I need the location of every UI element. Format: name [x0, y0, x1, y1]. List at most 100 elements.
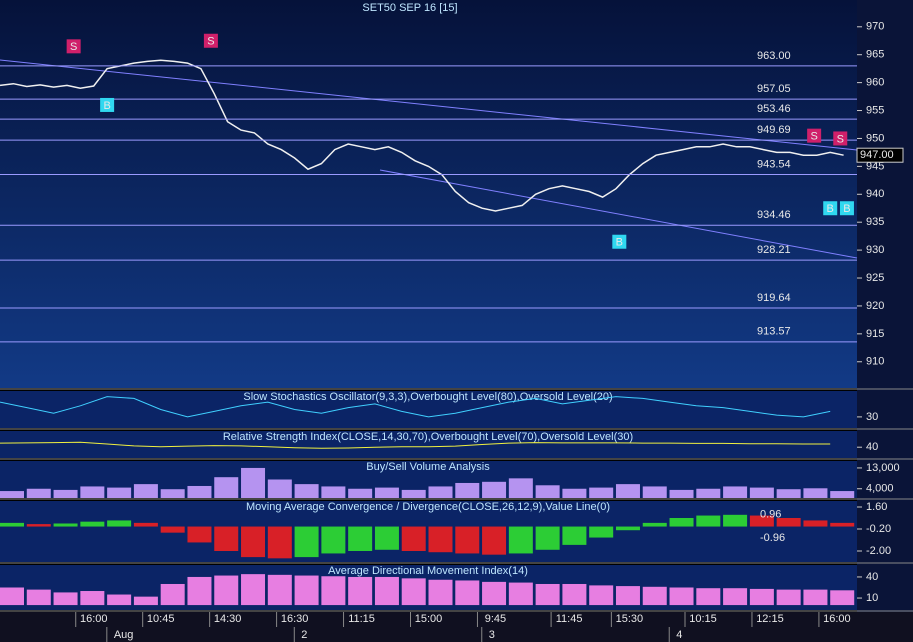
price-panel — [0, 0, 857, 388]
x-tick-label: 9:45 — [485, 613, 506, 625]
bar — [294, 526, 319, 558]
bar — [80, 521, 105, 527]
date-label: 3 — [489, 629, 495, 641]
date-label: 2 — [301, 629, 307, 641]
bar — [428, 579, 453, 606]
bar — [0, 587, 24, 606]
bar — [482, 481, 507, 498]
bar — [803, 589, 828, 606]
bar — [669, 517, 694, 527]
bar — [562, 488, 587, 498]
y-tick-label: 950 — [866, 132, 884, 144]
bar — [214, 575, 239, 606]
bar — [241, 467, 266, 498]
bar — [508, 478, 533, 498]
y-tick-label: 40 — [866, 441, 878, 453]
indicator-panel — [0, 431, 857, 458]
bar — [187, 526, 212, 543]
bar — [615, 484, 640, 498]
bar — [508, 526, 533, 554]
bar — [696, 515, 721, 527]
bar — [133, 596, 158, 606]
level-label: 953.46 — [757, 103, 791, 115]
level-label: 943.54 — [757, 158, 791, 170]
bar — [830, 491, 855, 498]
date-label: Aug — [114, 629, 134, 641]
x-tick-label: 14:30 — [214, 613, 242, 625]
bar — [776, 489, 801, 498]
bar — [133, 484, 158, 498]
bar — [294, 575, 319, 606]
annotation: -0.96 — [760, 532, 785, 544]
y-tick-label: 920 — [866, 300, 884, 312]
signal-marker — [66, 39, 81, 54]
bar — [589, 526, 614, 538]
bar — [374, 576, 399, 606]
bar — [428, 526, 453, 553]
signal-label: B — [827, 203, 834, 215]
bar — [241, 574, 266, 606]
y-tick-label: 930 — [866, 244, 884, 256]
bar — [562, 583, 587, 606]
bar — [535, 485, 560, 498]
bar — [803, 520, 828, 527]
y-tick-label: 10 — [866, 592, 878, 604]
bar — [348, 526, 373, 551]
bar — [723, 514, 748, 527]
bar — [214, 477, 239, 498]
series-line — [0, 441, 831, 449]
annotation: 0.96 — [760, 509, 781, 521]
y-tick-label: 13,000 — [866, 462, 900, 474]
bar — [160, 526, 185, 533]
signal-label: B — [616, 237, 623, 249]
bar — [535, 583, 560, 606]
bar — [53, 523, 78, 527]
bar — [401, 489, 426, 498]
bar — [401, 578, 426, 606]
bar — [348, 576, 373, 606]
y-tick-label: 940 — [866, 188, 884, 200]
bar — [133, 522, 158, 527]
level-label: 928.21 — [757, 244, 791, 256]
bar — [26, 524, 51, 527]
bar — [53, 489, 78, 498]
bar — [187, 576, 212, 606]
x-tick-label: 11:15 — [348, 613, 375, 625]
bar — [830, 522, 855, 527]
indicator-panel — [0, 391, 857, 428]
bar — [615, 586, 640, 606]
last-price-box — [856, 147, 904, 163]
bar — [749, 515, 774, 527]
bar — [348, 488, 373, 498]
bar — [669, 587, 694, 606]
bar — [535, 526, 560, 550]
bar — [160, 489, 185, 498]
bar — [374, 487, 399, 498]
bar — [455, 526, 480, 554]
signal-marker — [823, 201, 838, 216]
bar — [107, 520, 132, 527]
bar — [26, 488, 51, 498]
bar — [160, 583, 185, 606]
x-tick-label: 10:45 — [147, 613, 175, 625]
signal-label: B — [103, 100, 110, 112]
x-tick-label: 15:30 — [616, 613, 644, 625]
date-label: 4 — [676, 629, 682, 641]
y-tick-label: -2.00 — [866, 545, 891, 557]
bar — [374, 526, 399, 550]
bar — [80, 486, 105, 498]
panel-title: Slow Stochastics Oscillator(9,3,3),Overb… — [243, 391, 612, 403]
bar — [642, 522, 667, 527]
x-tick-label: 16:00 — [80, 613, 108, 625]
bar — [482, 581, 507, 606]
signal-label: B — [843, 203, 850, 215]
trend-line — [379, 169, 858, 259]
bar — [0, 491, 24, 498]
bar — [749, 588, 774, 606]
y-tick-label: 960 — [866, 77, 884, 89]
panel-title: Buy/Sell Volume Analysis — [366, 461, 490, 473]
signal-marker — [833, 131, 848, 146]
bar — [455, 482, 480, 498]
bar — [589, 487, 614, 498]
bar — [562, 526, 587, 545]
